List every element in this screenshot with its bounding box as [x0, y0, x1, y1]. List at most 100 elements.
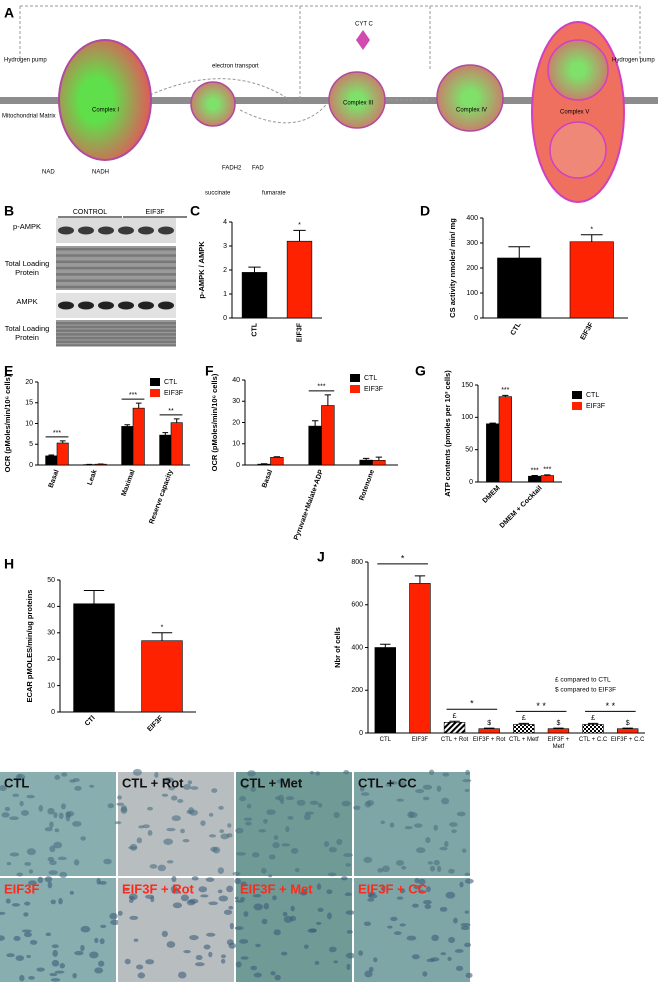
cell: [282, 911, 288, 917]
y-axis-label: p-AMPK / AMPK: [197, 241, 206, 299]
bar: [443, 722, 466, 734]
cell: [16, 872, 24, 877]
bar: [121, 426, 134, 466]
error-bar: [273, 456, 281, 458]
cell: [366, 799, 375, 806]
cell: [0, 935, 5, 941]
cell: [234, 899, 245, 903]
cell: [168, 786, 176, 791]
cell: [363, 921, 371, 927]
y-tick-label: 30: [47, 630, 55, 637]
cell: [164, 777, 174, 783]
cell: [226, 885, 234, 893]
cell: [270, 971, 276, 976]
diagram-label: succinate: [205, 191, 231, 197]
x-tick-label: EIF3F + C.C: [610, 737, 645, 743]
cell: [333, 960, 339, 964]
cell: [377, 867, 384, 873]
significance: ***: [53, 430, 61, 437]
x-tick-label: CTL: [510, 321, 523, 337]
cell: [459, 881, 464, 888]
significance: £: [522, 715, 526, 722]
error-bar: [489, 422, 496, 424]
cell: [21, 929, 32, 933]
cell: [255, 943, 261, 948]
micrograph-label: CTL + CC: [358, 775, 417, 790]
bar: [547, 728, 570, 734]
cell: [73, 859, 80, 866]
cell: [396, 798, 404, 802]
cell: [189, 934, 199, 941]
cell: [198, 886, 208, 893]
cell: [19, 974, 25, 982]
cell: [166, 827, 176, 832]
blot-group: CONTROL: [73, 209, 107, 216]
y-tick-label: 400: [351, 644, 363, 651]
cell: [161, 793, 169, 797]
y-tick-label: 400: [466, 215, 478, 222]
y-tick-label: 0: [359, 730, 363, 737]
cell: [235, 827, 244, 834]
cell: [398, 781, 407, 787]
cell: [393, 931, 402, 936]
cell: [117, 795, 122, 800]
cell: [445, 891, 456, 899]
x-tick-label: CTl: [84, 715, 97, 728]
cell: [444, 841, 449, 847]
error-bar: [124, 424, 131, 427]
cell: [161, 930, 168, 938]
cell: [54, 970, 65, 974]
error-bar: [83, 590, 105, 604]
x-tick-label: EIF3F + Metf: [547, 737, 570, 750]
error-bar: [449, 720, 460, 723]
cell: [447, 956, 452, 961]
legend-label: CTL: [586, 392, 599, 399]
cell: [346, 929, 353, 934]
cell: [252, 894, 262, 898]
cell: [413, 823, 423, 828]
y-tick-label: 100: [461, 414, 473, 421]
y-axis-label: CS activity nmoles/ min/ mg: [448, 218, 457, 318]
cell: [51, 944, 59, 949]
cell: [147, 806, 153, 811]
cell: [208, 951, 213, 958]
cell: [240, 897, 246, 901]
cell: [12, 793, 20, 797]
cell: [163, 838, 174, 845]
blot-row-label: AMPK: [16, 296, 38, 306]
cell: [129, 843, 138, 851]
cell: [187, 780, 193, 785]
cell: [154, 771, 159, 778]
cell: [182, 839, 190, 843]
cell: [243, 817, 253, 821]
cell: [149, 864, 158, 869]
bar: [270, 457, 284, 466]
blot-band: [98, 226, 114, 235]
cell: [103, 858, 112, 865]
legend-swatch: [572, 402, 582, 410]
cell: [464, 872, 471, 876]
cell: [309, 928, 317, 933]
error-bar: [414, 575, 426, 584]
cell: [426, 886, 431, 893]
bar: [132, 407, 145, 466]
cell: [464, 910, 469, 914]
x-tick-label: DMEM: [482, 485, 502, 505]
blot-band: [58, 226, 74, 235]
cell: [13, 935, 21, 942]
y-tick-label: 10: [25, 420, 33, 427]
cell: [315, 771, 321, 776]
y-tick-label: 0: [51, 709, 55, 716]
y-tick-label: 200: [351, 687, 363, 694]
significance: *: [470, 699, 474, 709]
blot-row-label: p-AMPK: [13, 221, 41, 231]
blot-smear: [56, 260, 176, 264]
cell: [49, 821, 54, 828]
cell: [23, 912, 29, 917]
cell: [227, 823, 232, 828]
blot-smear: [56, 340, 176, 344]
bar: [56, 442, 69, 466]
cell: [401, 865, 407, 870]
cell: [117, 910, 123, 916]
